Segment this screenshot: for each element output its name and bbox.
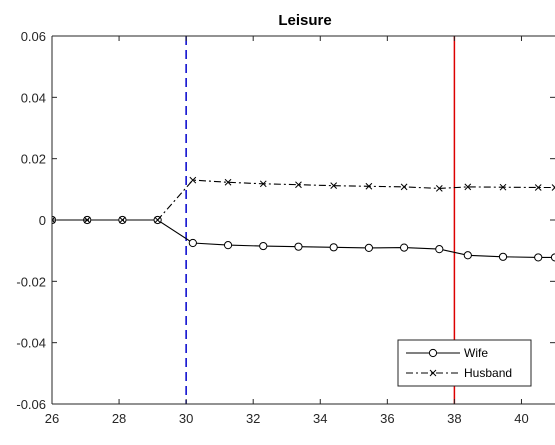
- point-wife: [400, 243, 409, 252]
- point-wife: [364, 243, 373, 253]
- series-line-husband: [52, 179, 555, 221]
- x-tick-label: 40: [514, 411, 528, 426]
- y-tick-label: 0.06: [21, 29, 46, 44]
- point-husband: [119, 216, 126, 224]
- y-tick-label: -0.06: [16, 397, 46, 412]
- x-tick-label: 30: [179, 411, 193, 426]
- chart-title: Leisure: [278, 12, 331, 29]
- legend-item-husband: Husband: [406, 366, 512, 380]
- point-husband: [400, 183, 408, 191]
- legend-item-wife: Wife: [406, 346, 488, 360]
- point-husband: [295, 181, 302, 189]
- point-husband: [189, 176, 197, 184]
- point-husband: [224, 178, 232, 186]
- legend-marker: [428, 348, 438, 358]
- point-wife: [463, 251, 472, 260]
- point-husband: [551, 184, 555, 191]
- point-husband: [365, 182, 373, 190]
- point-husband: [330, 182, 338, 190]
- legend-box: [397, 339, 532, 387]
- x-tick-label: 34: [313, 411, 327, 426]
- y-tick-label: -0.02: [16, 274, 46, 289]
- y-tick-label: 0.04: [21, 90, 46, 105]
- x-tick-label: 28: [112, 411, 126, 426]
- point-husband: [154, 216, 161, 224]
- point-husband: [534, 184, 542, 191]
- plot-area: [52, 36, 555, 404]
- point-husband: [83, 216, 91, 224]
- point-wife: [188, 238, 197, 248]
- y-tick-label: 0.02: [21, 152, 46, 167]
- point-husband: [435, 185, 443, 192]
- series-line-wife: [52, 219, 555, 258]
- legend: Wife Husband: [397, 339, 532, 387]
- y-tick-label: 0: [39, 213, 46, 228]
- legend-label: Husband: [464, 366, 512, 380]
- point-wife: [223, 241, 233, 250]
- point-husband: [464, 183, 472, 191]
- x-tick-label: 32: [246, 411, 260, 426]
- point-wife: [498, 252, 508, 261]
- point-wife: [329, 243, 338, 252]
- point-wife: [550, 253, 555, 262]
- x-tick-label: 38: [447, 411, 461, 426]
- point-wife: [534, 253, 543, 262]
- point-wife: [435, 245, 444, 254]
- point-husband: [259, 180, 267, 188]
- x-tick-label: 36: [380, 411, 394, 426]
- legend-label: Wife: [464, 346, 488, 360]
- x-tick-label: 26: [45, 411, 59, 426]
- axes: 26 28 30 32 34 36 38 40 -0.06 -0.04 -0.02 0 0.02 0.04…: [16, 29, 555, 426]
- point-wife: [294, 242, 303, 251]
- y-tick-label: -0.04: [16, 336, 46, 351]
- point-husband: [499, 183, 507, 191]
- point-husband: [52, 216, 56, 224]
- legend-marker: [429, 369, 437, 377]
- point-wife: [259, 241, 268, 251]
